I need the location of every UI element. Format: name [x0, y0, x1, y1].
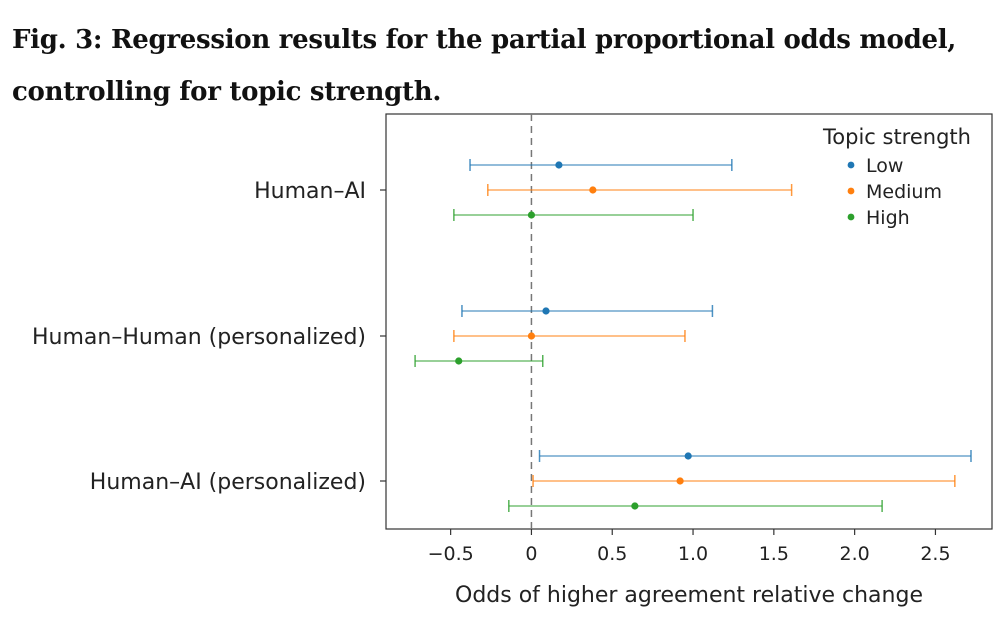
x-tick-label: 1.5 [759, 543, 789, 565]
legend-label-high: High [866, 207, 910, 229]
plot-frame [385, 113, 993, 530]
point-estimate-high-human-ai [527, 211, 536, 219]
category-label-human-ai: Human–AI [254, 179, 366, 204]
x-tick-label: 1.0 [678, 543, 708, 565]
legend-marker-medium [847, 187, 855, 195]
point-estimate-low-human-human-personalized [542, 307, 550, 315]
x-tick-label: 2.5 [920, 543, 950, 565]
figure-title: Fig. 3: Regression results for the parti… [12, 25, 957, 107]
point-estimate-high-human-human-personalized [455, 357, 463, 365]
x-tick-label: 0.5 [597, 543, 627, 565]
category-label-human-ai-personalized: Human–AI (personalized) [90, 470, 366, 495]
point-estimate-low-human-ai [555, 161, 563, 169]
legend-marker-low [847, 161, 855, 169]
y-axis-categories: Human–AI Human–Human (personalized) Human–… [32, 179, 386, 495]
x-axis: −0.5 0 0.5 1.0 1.5 2.0 2.5 [428, 529, 951, 565]
point-estimate-medium-human-human-personalized [527, 332, 536, 340]
x-axis-title: Odds of higher agreement relative change [455, 583, 923, 608]
point-estimate-medium-human-ai-personalized [676, 477, 684, 485]
legend-marker-high [847, 213, 855, 221]
x-tick-label: 0 [525, 543, 537, 565]
legend: Topic strength Low Medium High [822, 125, 971, 229]
plot-layer [385, 113, 993, 530]
point-estimate-high-human-ai-personalized [631, 502, 639, 510]
category-label-human-human-personalized: Human–Human (personalized) [32, 325, 366, 350]
point-estimate-low-human-ai-personalized [684, 452, 692, 460]
legend-label-medium: Medium [866, 181, 942, 203]
legend-label-low: Low [866, 155, 903, 177]
x-tick-label: 2.0 [840, 543, 870, 565]
legend-title: Topic strength [822, 125, 971, 149]
x-tick-label: −0.5 [428, 543, 474, 565]
point-estimate-medium-human-ai [589, 186, 597, 194]
